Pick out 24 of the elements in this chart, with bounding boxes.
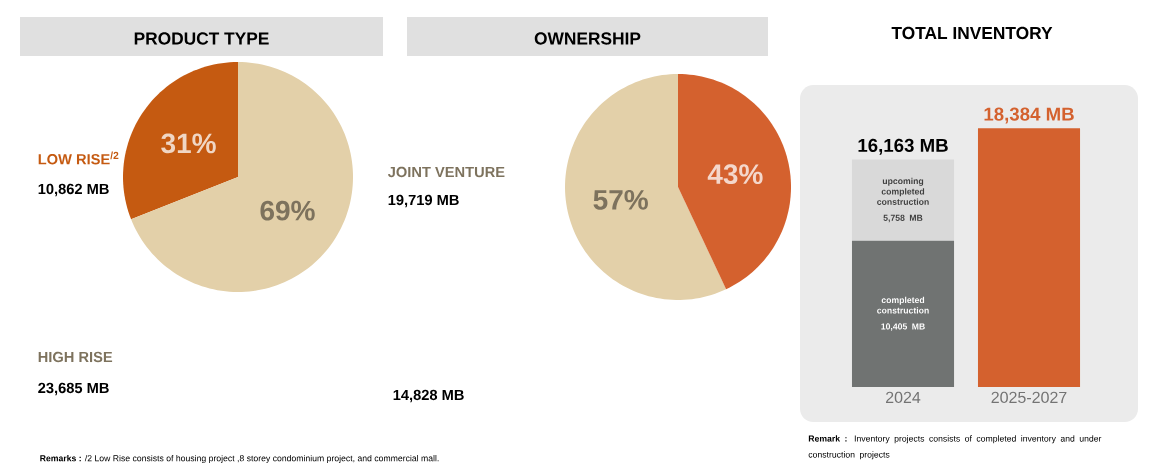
text: 19,719 MB (388, 194, 459, 208)
text: 23,685 MB (38, 382, 109, 396)
slice-label: JOINT VENTURE (387, 166, 505, 178)
text: Remarks : /2 Low Rise consists of housing project ,8 storey condominium project, and commercial mall. (40, 454, 439, 464)
slice-label: HIGH RISE (38, 351, 113, 363)
data-label: 43% (707, 164, 763, 185)
data-label: 5,758 MB (883, 214, 923, 223)
data-label: 31% (161, 133, 216, 154)
x-tick-label: 2024 (886, 391, 921, 404)
data-label: 69% (260, 200, 315, 221)
x-tick-label: 2025-2027 (991, 391, 1067, 404)
total-label: 16,163 MB (858, 138, 948, 155)
text: Remark : Inventory projects consists of completed inventory and under construction projects (808, 435, 1102, 460)
data-label: 57% (593, 189, 648, 210)
text: 10,862 MB (38, 183, 109, 197)
chart-title: PRODUCT TYPE (134, 32, 269, 45)
data-label: 10,405 MB (881, 323, 925, 331)
total-label: 18,384 MB (984, 107, 1074, 124)
slice-label: LOW RISE$^{/2}$ (38, 151, 119, 165)
series-label: completed construction (877, 296, 929, 314)
chart-title: OWNERSHIP (534, 32, 641, 45)
series-label: upcoming completed construction (877, 177, 929, 205)
chart-title: TOTAL INVENTORY (891, 26, 1053, 40)
text: 14,828 MB (393, 389, 464, 403)
